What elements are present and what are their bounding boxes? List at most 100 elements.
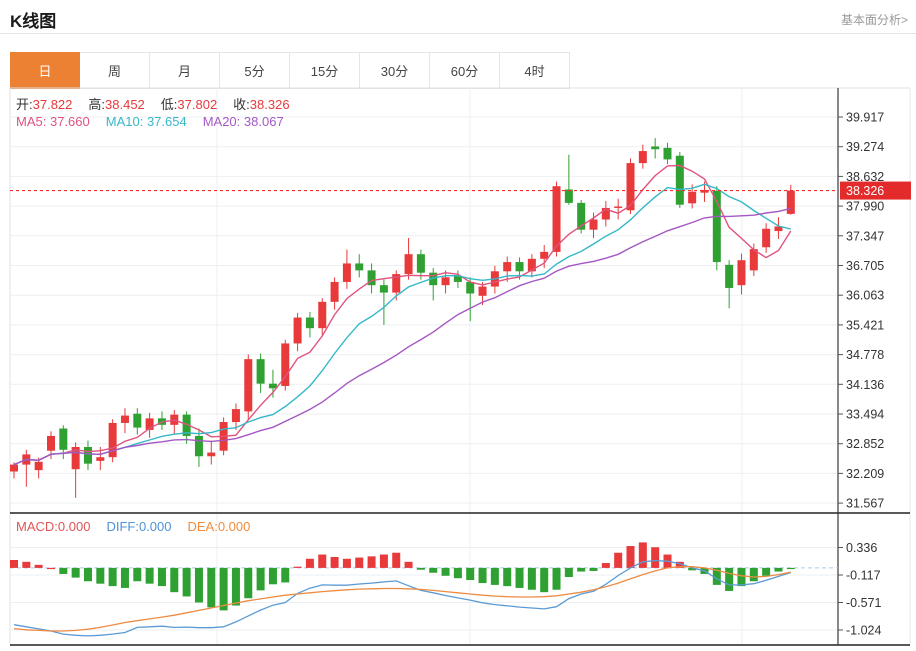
macd-hist-layer bbox=[10, 542, 795, 611]
macd-bar bbox=[342, 558, 351, 568]
ma20-value: 38.067 bbox=[243, 114, 284, 129]
macd-bar bbox=[268, 567, 277, 585]
macd-axis: 0.336 -0.117 -0.571 -1.024 bbox=[838, 541, 881, 638]
candle-body bbox=[293, 317, 302, 344]
candle-body bbox=[305, 317, 314, 329]
close-value: 38.326 bbox=[249, 97, 290, 112]
ma20-label: MA20: bbox=[202, 114, 241, 129]
current-price-badge: 38.326 bbox=[840, 181, 911, 200]
candle-body bbox=[725, 264, 734, 288]
candle-body bbox=[96, 457, 105, 461]
candle-body bbox=[712, 190, 721, 263]
macd-bar bbox=[515, 567, 524, 588]
ma10-line bbox=[13, 183, 791, 466]
candle-body bbox=[367, 270, 376, 286]
candle-body bbox=[268, 383, 277, 389]
macd-bar bbox=[182, 567, 191, 597]
dea-value: 0.000 bbox=[217, 519, 251, 534]
tab-30分[interactable]: 30分 bbox=[360, 52, 430, 89]
candle-body bbox=[10, 464, 18, 472]
candle-body bbox=[564, 189, 573, 203]
macd-bar bbox=[749, 567, 758, 582]
macd-bar bbox=[392, 552, 401, 568]
candle-body bbox=[651, 146, 660, 150]
macd-readout: MACD:0.000 DIFF:0.000 DEA:0.000 bbox=[16, 519, 250, 534]
candle-body bbox=[145, 418, 154, 430]
macd-bar bbox=[638, 542, 647, 568]
macd-bar bbox=[478, 567, 487, 584]
macd-tick-label: -0.571 bbox=[846, 596, 881, 610]
macd-bar bbox=[466, 567, 475, 581]
candle-body bbox=[342, 263, 351, 282]
candles-layer bbox=[10, 138, 795, 498]
open-value: 37.822 bbox=[32, 97, 73, 112]
tab-月[interactable]: 月 bbox=[150, 52, 220, 89]
macd-value: 0.000 bbox=[57, 519, 91, 534]
candle-body bbox=[638, 151, 647, 164]
low-value: 37.802 bbox=[177, 97, 218, 112]
macd-bar bbox=[71, 567, 80, 578]
ohlc-readout: 开:37.822 高:38.452 低:37.802 收:38.326 bbox=[16, 94, 290, 113]
price-tick-label: 35.421 bbox=[846, 318, 884, 332]
macd-bar bbox=[219, 567, 228, 611]
price-tick-label: 37.347 bbox=[846, 229, 884, 243]
macd-bar bbox=[96, 567, 105, 584]
dea-label: DEA: bbox=[187, 519, 218, 534]
macd-bar bbox=[34, 564, 43, 568]
macd-bar bbox=[577, 567, 586, 572]
tab-日[interactable]: 日 bbox=[10, 52, 80, 89]
fundamental-analysis-link[interactable]: 基本面分析> bbox=[840, 13, 908, 27]
ma5-label: MA5: bbox=[16, 114, 47, 129]
tab-4时[interactable]: 4时 bbox=[500, 52, 570, 89]
candle-body bbox=[330, 281, 339, 302]
candle-body bbox=[46, 435, 55, 451]
price-axis: 39.917 39.274 38.632 37.990 37.347 36.705 36.0… bbox=[838, 111, 884, 511]
price-tick-label: 39.274 bbox=[846, 140, 884, 154]
candle-body bbox=[700, 189, 709, 193]
macd-bar bbox=[429, 567, 438, 573]
macd-bar bbox=[281, 567, 290, 583]
diff-label: DIFF: bbox=[106, 519, 139, 534]
macd-bar bbox=[318, 554, 327, 568]
candle-body bbox=[170, 414, 179, 425]
macd-bar bbox=[305, 558, 314, 568]
open-label: 开: bbox=[16, 97, 33, 112]
tab-60分[interactable]: 60分 bbox=[430, 52, 500, 89]
diff-value: 0.000 bbox=[138, 519, 172, 534]
diff-line bbox=[13, 559, 791, 637]
ma5-value: 37.660 bbox=[49, 114, 90, 129]
candle-body bbox=[108, 422, 117, 458]
candle-body bbox=[355, 263, 364, 271]
macd-bar bbox=[59, 567, 68, 574]
dea-line bbox=[13, 566, 791, 632]
candle-body bbox=[83, 447, 92, 464]
price-tick-label: 34.136 bbox=[846, 378, 884, 392]
macd-bar bbox=[145, 567, 154, 584]
macd-bar bbox=[46, 567, 55, 570]
macd-bar bbox=[256, 567, 265, 591]
candle-body bbox=[626, 163, 635, 211]
tab-5分[interactable]: 5分 bbox=[220, 52, 290, 89]
candle-body bbox=[379, 285, 388, 293]
macd-bar bbox=[157, 567, 166, 587]
macd-bar bbox=[416, 567, 425, 570]
tab-15分[interactable]: 15分 bbox=[290, 52, 360, 89]
candle-body bbox=[515, 262, 524, 272]
grid-layer bbox=[10, 88, 838, 645]
candle-body bbox=[540, 251, 549, 259]
macd-label: MACD: bbox=[16, 519, 58, 534]
macd-bar bbox=[737, 567, 746, 587]
candle-body bbox=[429, 272, 438, 286]
price-tick-label: 36.705 bbox=[846, 259, 884, 273]
ma5-line bbox=[13, 164, 792, 466]
ma-readout: MA5: 37.660 MA10: 37.654 MA20: 38.067 bbox=[16, 114, 284, 129]
macd-bar bbox=[725, 567, 734, 591]
tab-周[interactable]: 周 bbox=[80, 52, 150, 89]
macd-bar bbox=[490, 567, 499, 585]
high-value: 38.452 bbox=[105, 97, 145, 112]
macd-bar bbox=[675, 561, 684, 568]
candle-body bbox=[466, 281, 475, 294]
macd-bar bbox=[712, 567, 721, 585]
candle-body bbox=[392, 274, 401, 293]
macd-bar bbox=[355, 557, 364, 568]
